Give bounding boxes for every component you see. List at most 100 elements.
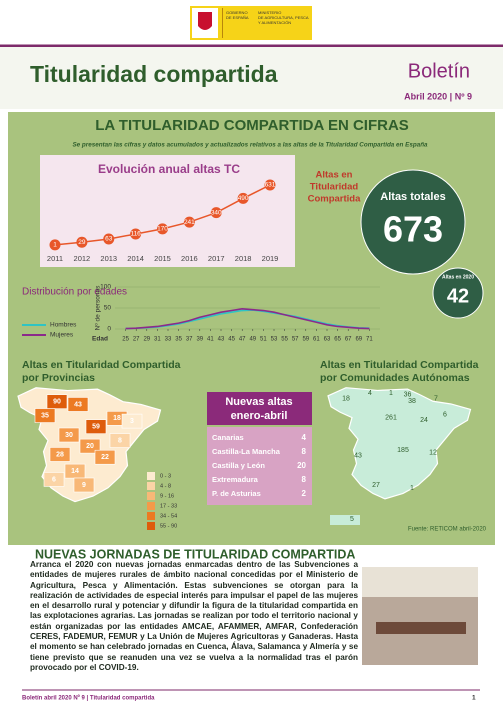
point — [103, 233, 115, 245]
x-tick-label: 71 — [366, 337, 373, 343]
x-tick-label: 2016 — [181, 254, 198, 263]
x-tick-label: 27 — [133, 337, 140, 343]
community-value: 18 — [342, 395, 350, 402]
province-value: 8 — [118, 437, 122, 444]
map-title: Altas en Titularidad Compartida — [320, 359, 479, 371]
ministry-text: Y ALIMENTACIÓN — [258, 20, 291, 25]
total-circle — [360, 169, 466, 275]
x-tick-label: 49 — [249, 337, 256, 343]
x-tick-label: 45 — [228, 337, 235, 343]
y-tick-label: 0 — [107, 326, 111, 333]
x-tick-label: 69 — [355, 337, 362, 343]
point — [130, 228, 142, 240]
province-value: 28 — [56, 451, 64, 458]
new-altas-header — [207, 392, 312, 425]
map-title: por Provincias — [22, 372, 95, 384]
ministry-text: MINISTERIO — [258, 10, 281, 15]
x-tick-label: 53 — [271, 337, 278, 343]
gov-text: DE ESPAÑA — [226, 15, 249, 20]
legend-label: 34 - 54 — [160, 513, 177, 519]
value-label: 490 — [238, 195, 249, 202]
region-name: Castilla-La Mancha — [212, 447, 281, 456]
x-tick-label: 2019 — [262, 254, 279, 263]
province-value: 18 — [113, 415, 121, 422]
province — [46, 394, 68, 409]
x-tick-label: 2011 — [47, 254, 63, 263]
community-value: 38 — [408, 398, 416, 405]
ministry-text: DE AGRICULTURA, PESCA — [258, 15, 309, 20]
totals-label: Compartida — [308, 194, 362, 205]
x-tick-label: 63 — [324, 337, 331, 343]
x-tick-label: 37 — [186, 337, 193, 343]
source: Fuente: RETICOM abril-2020 — [408, 527, 487, 533]
x-tick-label: 59 — [302, 337, 309, 343]
region-value: 20 — [297, 461, 306, 470]
x-tick-label: 2015 — [154, 254, 171, 263]
province — [43, 472, 65, 487]
province-value: 90 — [53, 399, 61, 406]
y-tick-label: 50 — [104, 305, 112, 312]
legend-label: 4 - 8 — [160, 483, 171, 489]
y-axis-label: Nº de personas — [95, 285, 102, 330]
region-name: P. de Asturias — [212, 489, 261, 498]
x-tick-label: 43 — [218, 337, 225, 343]
point — [157, 223, 168, 235]
legend-swatch — [147, 482, 155, 490]
region-value: 2 — [302, 489, 307, 498]
new-altas-title: enero-abril — [231, 410, 288, 422]
community-value: 4 — [368, 390, 372, 397]
legend-swatch — [147, 522, 155, 530]
footer-text: Boletín abril 2020 Nº 9 | Titularidad co… — [22, 696, 155, 702]
community-value: 27 — [372, 482, 380, 489]
logo-divider — [222, 8, 223, 38]
y-tick-label: 100 — [100, 284, 111, 291]
evolution-box — [40, 155, 295, 267]
community-value: 185 — [397, 447, 409, 454]
x-tick-label: 2013 — [100, 254, 117, 263]
province — [73, 477, 95, 493]
x-tick-label: 55 — [281, 337, 288, 343]
x-tick-label: 31 — [154, 337, 161, 343]
value-label: 63 — [105, 236, 113, 243]
x-tick-label: 2018 — [235, 254, 252, 263]
point — [183, 216, 195, 228]
legend-label: 9 - 16 — [160, 493, 174, 499]
province-value: 14 — [71, 468, 79, 475]
region-value: 8 — [302, 475, 307, 484]
legend-label: Hombres — [50, 322, 77, 329]
community-value: 24 — [420, 417, 428, 424]
legend-swatch — [147, 472, 155, 480]
province-value: 9 — [82, 482, 86, 489]
map-title: Altas en Titularidad Compartida — [22, 359, 181, 371]
region-value: 4 — [302, 433, 307, 442]
photo-table — [376, 622, 466, 634]
community-value: 261 — [385, 414, 397, 421]
x-tick-label: 33 — [165, 337, 172, 343]
province-value: 3 — [130, 418, 134, 425]
canarias — [330, 515, 360, 525]
totals-label: Titularidad — [310, 182, 359, 193]
region-name: Castilla y León — [212, 461, 265, 470]
x-tick-label: 35 — [175, 337, 182, 343]
age-line — [125, 308, 370, 330]
x-tick-label: 39 — [196, 337, 203, 343]
new-altas-title: Nuevas altas — [225, 396, 292, 408]
community-value: 36 — [404, 391, 412, 398]
map-title: por Comunidades Autónomas — [320, 372, 470, 384]
value-label: 340 — [211, 209, 222, 216]
x-tick-label: 61 — [313, 337, 320, 343]
year-label: Altas en 2020 — [442, 274, 474, 280]
province-value: 59 — [92, 424, 100, 431]
bulletin-label: Boletín — [408, 60, 470, 82]
x-tick-label: 25 — [122, 337, 129, 343]
x-tick-label: 67 — [345, 337, 352, 343]
total-label: Altas totales — [380, 191, 445, 203]
point — [210, 207, 222, 219]
gov-text: GOBIERNO — [226, 10, 248, 15]
legend-label: 17 - 33 — [160, 503, 177, 509]
x-tick-label: 41 — [207, 337, 214, 343]
communities-map — [327, 387, 472, 500]
